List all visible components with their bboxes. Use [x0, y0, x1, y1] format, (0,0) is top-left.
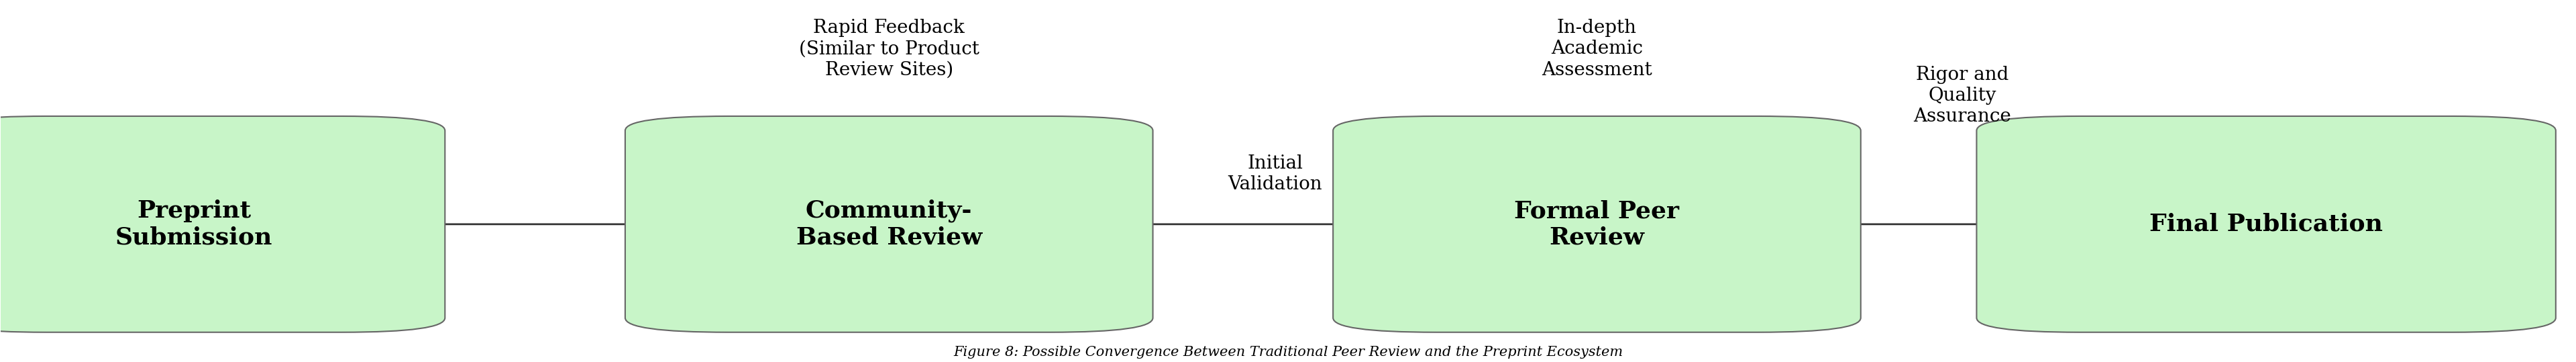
Text: Formal Peer
Review: Formal Peer Review: [1515, 199, 1680, 249]
FancyBboxPatch shape: [0, 116, 446, 332]
FancyBboxPatch shape: [1976, 116, 2555, 332]
Text: Community-
Based Review: Community- Based Review: [796, 199, 981, 249]
Text: Initial
Validation: Initial Validation: [1229, 154, 1321, 193]
Text: Rapid Feedback
(Similar to Product
Review Sites): Rapid Feedback (Similar to Product Revie…: [799, 19, 979, 79]
FancyBboxPatch shape: [1332, 116, 1860, 332]
FancyBboxPatch shape: [626, 116, 1154, 332]
Text: Figure 8: Possible Convergence Between Traditional Peer Review and the Preprint : Figure 8: Possible Convergence Between T…: [953, 346, 1623, 358]
Text: In-depth
Academic
Assessment: In-depth Academic Assessment: [1540, 19, 1651, 79]
Text: Preprint
Submission: Preprint Submission: [116, 199, 273, 249]
Text: Final Publication: Final Publication: [2148, 213, 2383, 236]
Text: Rigor and
Quality
Assurance: Rigor and Quality Assurance: [1914, 66, 2012, 126]
